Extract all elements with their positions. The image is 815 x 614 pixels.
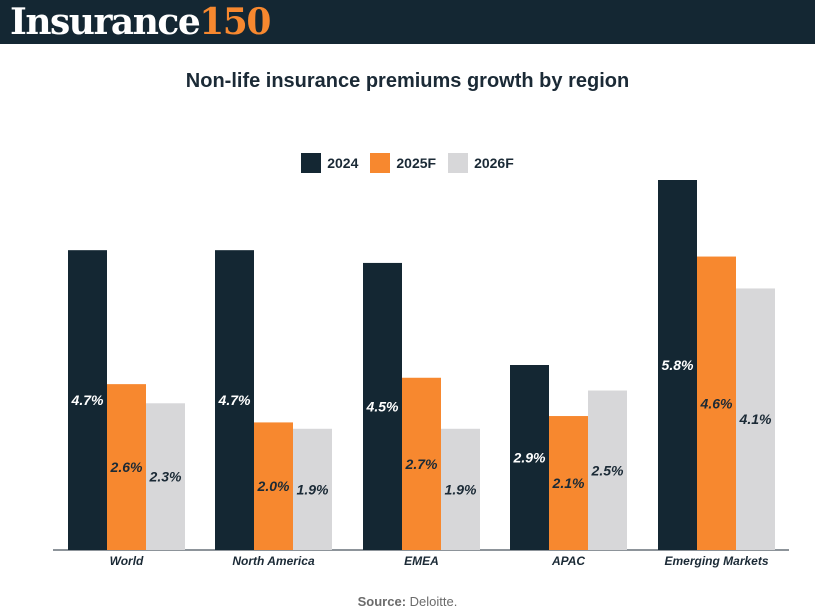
x-tick-label-emerging-markets: Emerging Markets xyxy=(664,554,768,568)
x-tick-label-world: World xyxy=(110,554,144,568)
bar-emea-2025f xyxy=(402,377,441,550)
data-label-north-america-2025f: 2.0% xyxy=(257,478,290,494)
bar-emerging-markets-2025f xyxy=(697,256,736,550)
data-label-apac-2025f: 2.1% xyxy=(552,475,585,491)
source-label: Source: xyxy=(357,594,407,609)
source-note: Source: Deloitte. xyxy=(0,594,815,609)
logo-number: 150 xyxy=(199,1,271,43)
bar-world-2026f xyxy=(146,403,185,550)
chart-title: Non-life insurance premiums growth by re… xyxy=(185,70,630,92)
x-tick-label-apac: APAC xyxy=(551,554,585,568)
bar-emerging-markets-2026f xyxy=(736,288,775,550)
data-label-emerging-markets-2026f: 4.1% xyxy=(739,411,772,427)
legend-label-2024: 2024 xyxy=(327,155,359,171)
bar-world-2024 xyxy=(68,250,107,550)
bar-apac-2025f xyxy=(549,416,588,550)
bar-emea-2026f xyxy=(441,428,480,550)
data-label-world-2025f: 2.6% xyxy=(110,459,143,475)
legend-label-2025f: 2025F xyxy=(396,155,437,171)
legend-item-2026f: 2026F xyxy=(448,153,514,173)
data-label-emerging-markets-2024: 5.8% xyxy=(662,357,694,373)
site-header: Insurance150 xyxy=(0,0,815,44)
data-label-apac-2026f: 2.5% xyxy=(591,462,624,478)
brand-logo[interactable]: Insurance150 xyxy=(10,0,271,44)
data-label-apac-2024: 2.9% xyxy=(513,450,546,466)
legend-swatch-2024 xyxy=(301,153,322,173)
data-label-emerging-markets-2025f: 4.6% xyxy=(700,395,733,411)
source-text: Deloitte. xyxy=(409,594,458,609)
bar-north-america-2026f xyxy=(293,428,332,550)
bar-world-2025f xyxy=(107,384,146,550)
data-label-north-america-2026f: 1.9% xyxy=(297,481,329,497)
bar-emerging-markets-2024 xyxy=(658,180,697,550)
legend-label-2026f: 2026F xyxy=(474,155,514,171)
x-tick-label-north-america: North America xyxy=(232,554,315,568)
bar-north-america-2025f xyxy=(254,422,293,550)
legend-swatch-2025f xyxy=(370,153,391,173)
data-label-emea-2025f: 2.7% xyxy=(405,456,438,472)
x-tick-label-emea: EMEA xyxy=(404,554,439,568)
data-label-world-2024: 4.7% xyxy=(71,392,104,408)
data-label-world-2026f: 2.3% xyxy=(149,469,182,485)
bar-apac-2024 xyxy=(510,365,549,550)
chart-legend: 2024 2025F 2026F xyxy=(0,153,815,173)
bar-north-america-2024 xyxy=(215,250,254,550)
logo-word: Insurance xyxy=(10,1,201,43)
bar-emea-2024 xyxy=(363,262,402,550)
legend-item-2024: 2024 xyxy=(301,153,358,173)
legend-swatch-2026f xyxy=(448,153,469,173)
legend-item-2025f: 2025F xyxy=(370,153,436,173)
data-label-emea-2024: 4.5% xyxy=(366,398,399,414)
bar-apac-2026f xyxy=(588,390,627,550)
data-label-emea-2026f: 1.9% xyxy=(445,481,477,497)
data-label-north-america-2024: 4.7% xyxy=(218,392,251,408)
